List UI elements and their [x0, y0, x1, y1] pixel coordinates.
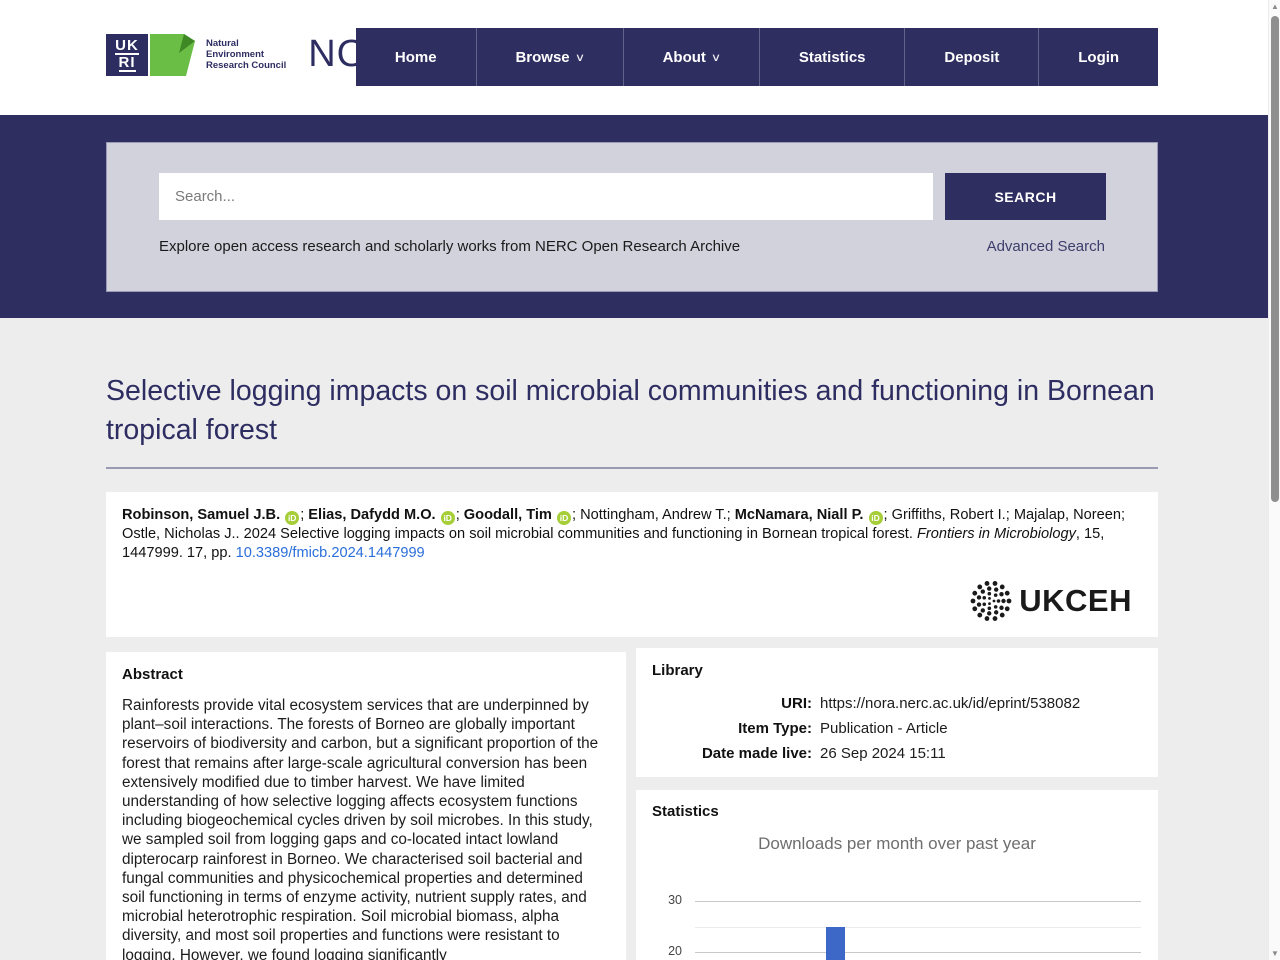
scrollbar-thumb[interactable]: [1271, 16, 1279, 502]
author-name: Majalap, Noreen: [1013, 507, 1121, 523]
page-scrollbar[interactable]: ▲ ▼: [1268, 0, 1280, 960]
chevron-down-icon: ∨: [710, 51, 722, 64]
abstract-heading: Abstract: [122, 666, 183, 683]
statistics-heading: Statistics: [652, 803, 719, 820]
search-button[interactable]: SEARCH: [945, 173, 1106, 220]
citation-card: Robinson, Samuel J.B. iD; Elias, Dafydd …: [106, 492, 1158, 637]
ukri-logo-text-top: UK: [115, 36, 139, 55]
doi-link[interactable]: 10.3389/fmicb.2024.1447999: [235, 545, 425, 561]
journal-name: Frontiers in Microbiology: [916, 526, 1076, 542]
page-title: Selective logging impacts on soil microb…: [106, 375, 1155, 446]
main-nav: Home Browse ∨ About ∨ Statistics Deposit Login: [356, 28, 1158, 86]
nav-item-login[interactable]: Login: [1038, 28, 1158, 86]
main-content: Selective logging impacts on soil microb…: [0, 318, 1268, 960]
nav-item-home[interactable]: Home: [394, 48, 437, 66]
author-name: Elias, Dafydd M.O.: [308, 507, 436, 523]
nav-item-browse[interactable]: Browse ∨: [475, 28, 623, 86]
chart-gridline: [695, 926, 1141, 928]
council-name: Natural Environment Research Council: [206, 38, 287, 71]
ukceh-logo: UKCEH: [969, 579, 1132, 623]
library-row: Item Type: Publication - Article: [652, 716, 1142, 741]
nav-item-statistics[interactable]: Statistics: [758, 28, 905, 86]
orcid-icon[interactable]: iD: [285, 511, 300, 525]
chart-gridline: [695, 952, 1141, 953]
library-row: Date made live: 26 Sep 2024 15:11: [652, 741, 1142, 766]
abstract-text: Rainforests provide vital ecosystem serv…: [122, 697, 599, 960]
chart-bar: [826, 926, 845, 960]
author-name: Goodall, Tim: [463, 507, 552, 523]
library-heading: Library: [652, 662, 703, 679]
orcid-icon[interactable]: iD: [556, 511, 571, 525]
scroll-down-icon[interactable]: ▼: [1271, 949, 1279, 958]
library-row-label: Date made live:: [701, 745, 812, 762]
author-name: McNamara, Niall P.: [734, 507, 864, 523]
chart-title: Downloads per month over past year: [758, 834, 1036, 853]
title-divider: [106, 467, 1158, 469]
orcid-icon[interactable]: iD: [868, 511, 883, 525]
library-row-value: 26 Sep 2024 15:11: [820, 745, 946, 762]
author-name: Robinson, Samuel J.B.: [122, 507, 281, 523]
chart-ytick-label: 30: [668, 893, 682, 907]
ukri-logo: UK RI: [106, 33, 148, 76]
advanced-search-link[interactable]: Advanced Search: [986, 238, 1105, 255]
abstract-panel: Abstract Rainforests provide vital ecosy…: [106, 652, 626, 960]
nerc-green-shape-icon: [150, 33, 195, 76]
chart-gridline: [695, 901, 1141, 902]
ukri-logo-text-bottom: RI: [118, 53, 136, 72]
site-header: UK RI Natural Environment Research Counc…: [0, 0, 1268, 115]
author-name: Ostle, Nicholas J.: [122, 526, 236, 542]
author-name: Griffiths, Robert I.: [891, 507, 1006, 523]
statistics-panel: Statistics Downloads per month over past…: [636, 790, 1158, 960]
library-row: URI: https://nora.nerc.ac.uk/id/eprint/53…: [652, 691, 1142, 716]
search-tagline: Explore open access research and scholar…: [159, 238, 741, 255]
chevron-down-icon: ∨: [574, 51, 585, 64]
search-panel: SEARCH Explore open access research and …: [106, 142, 1158, 292]
scroll-up-icon[interactable]: ▲: [1271, 2, 1279, 11]
ukceh-logo-text: UKCEH: [1019, 583, 1132, 618]
nav-item-about[interactable]: About ∨: [622, 28, 759, 86]
ukceh-dots-icon: [970, 581, 1012, 621]
search-input[interactable]: [159, 173, 933, 220]
chart-ytick-label: 20: [668, 944, 682, 958]
library-uri-link[interactable]: https://nora.nerc.ac.uk/id/eprint/538082: [820, 695, 1081, 712]
citation-text: Robinson, Samuel J.B. iD; Elias, Dafydd …: [122, 507, 1126, 561]
library-row-label: Item Type:: [738, 720, 812, 737]
author-name: Nottingham, Andrew T.: [580, 507, 727, 523]
search-band: SEARCH Explore open access research and …: [0, 115, 1268, 318]
library-panel: Library URI: https://nora.nerc.ac.uk/id/e…: [636, 648, 1158, 777]
nav-item-deposit[interactable]: Deposit: [904, 28, 1038, 86]
library-row-value: Publication - Article: [820, 720, 948, 737]
library-rows: URI: https://nora.nerc.ac.uk/id/eprint/53…: [652, 691, 1142, 766]
library-row-label: URI:: [781, 695, 812, 712]
orcid-icon[interactable]: iD: [440, 511, 455, 525]
